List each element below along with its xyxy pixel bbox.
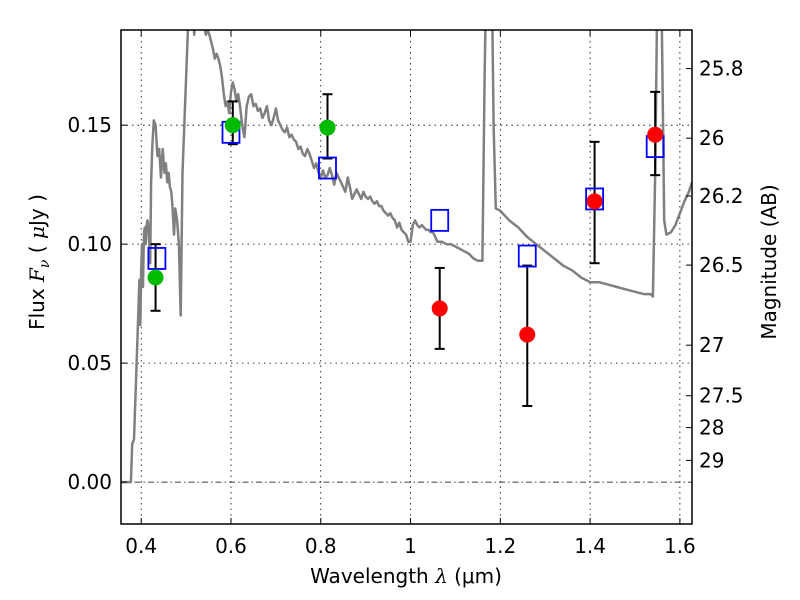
x-axis-label-unit: (μm) <box>448 564 502 588</box>
observed-detections-point <box>224 117 241 134</box>
x-tick-label: 1.2 <box>484 534 516 558</box>
y2-tick-label: 27.5 <box>699 384 744 408</box>
x-tick-label: 0.4 <box>125 534 157 558</box>
observed-detections-point <box>319 119 336 136</box>
y2-tick-label: 26.2 <box>699 184 744 208</box>
x-axis-label: Wavelength λ (μm) <box>310 564 502 588</box>
model-photometry-square <box>430 208 450 232</box>
y-axis-label-text: Flux <box>25 282 49 330</box>
observed-nir-point <box>647 126 664 143</box>
model-photometry-layer <box>147 120 665 270</box>
y-axis-label-symbol: F <box>25 267 49 283</box>
x-tick-label: 0.6 <box>215 534 247 558</box>
y-tick-label: 0.10 <box>67 232 112 256</box>
y2-axis-label: Magnitude (AB) <box>757 184 781 339</box>
model-photometry-square <box>517 244 537 268</box>
y2-tick-label: 26.5 <box>699 253 744 277</box>
y2-tick-label: 26 <box>699 126 724 150</box>
model-sed-layer <box>121 30 692 484</box>
y-tick-label: 0.00 <box>67 470 112 494</box>
x-tick-label: 0.8 <box>305 534 337 558</box>
y2-tick-label: 29 <box>699 448 724 472</box>
plot-frame <box>120 29 693 525</box>
observed-nir-point <box>431 300 448 317</box>
observed-photometry-layer <box>147 117 664 343</box>
model-sed-line <box>121 30 692 484</box>
y-axis-label-unit: Jy ) <box>25 194 49 228</box>
x-axis-label-text: Wavelength <box>310 564 435 588</box>
y-axis-label: Flux Fν ( μJy ) <box>25 194 53 330</box>
y2-tick-label: 28 <box>699 416 724 440</box>
x-axis-ticks: 0.4 0.6 0.8 1 1.2 1.4 1.6 <box>125 30 696 558</box>
y-axis-label-subscript: ν <box>37 259 53 268</box>
observed-nir-point <box>519 326 536 343</box>
y2-tick-label: 25.8 <box>699 57 744 81</box>
observed-detections-point <box>147 269 164 286</box>
x-tick-label: 1.4 <box>574 534 606 558</box>
x-axis-label-symbol: λ <box>434 564 448 588</box>
model-photometry-square <box>585 187 604 211</box>
y-tick-label: 0.15 <box>67 113 112 137</box>
model-photometry-square <box>147 247 167 270</box>
y2-axis-ticks: 25.8 26 26.2 26.5 27 27.5 28 29 <box>686 57 744 472</box>
x-tick-label: 1.6 <box>664 534 696 558</box>
y-axis-ticks: 0.00 0.05 0.10 0.15 <box>67 113 127 494</box>
y-tick-label: 0.05 <box>67 351 112 375</box>
y2-tick-label: 27 <box>699 333 724 357</box>
model-photometry-square <box>318 156 337 180</box>
x-tick-label: 1 <box>404 534 417 558</box>
observed-nir-point <box>586 193 603 210</box>
y-axis-label-unit-open: ( <box>25 239 49 260</box>
y-axis-label-mu: μ <box>25 226 49 239</box>
